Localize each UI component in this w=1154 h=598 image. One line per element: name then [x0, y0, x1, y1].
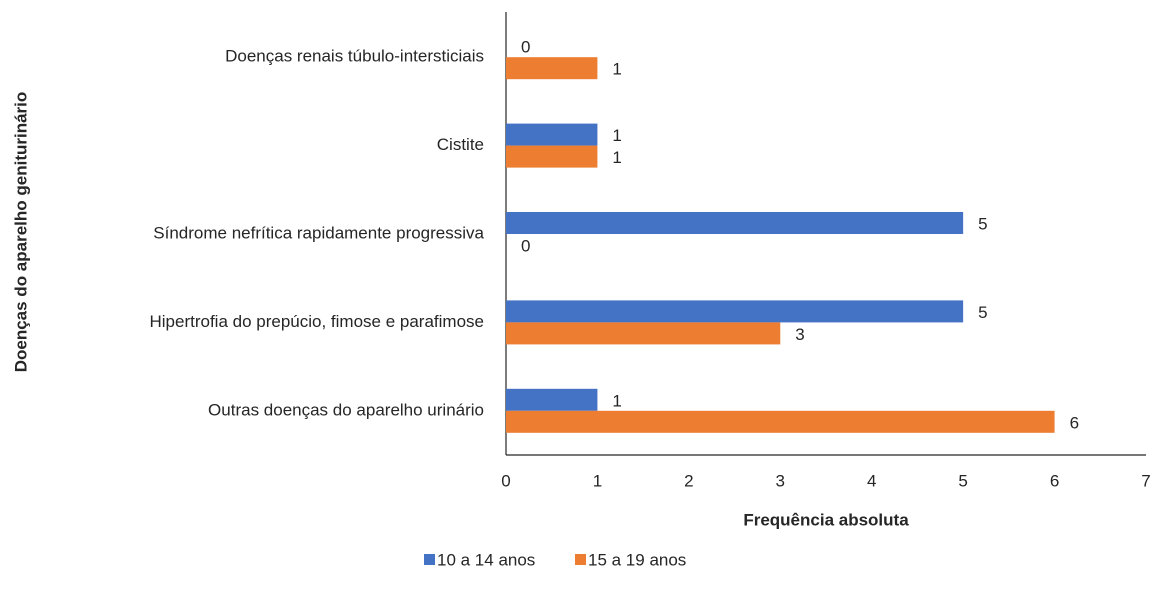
y-axis-label: Doenças do aparelho geniturinário	[11, 92, 30, 373]
data-label: 1	[612, 391, 621, 410]
data-label: 0	[521, 236, 530, 255]
x-axis-label: Frequência absoluta	[743, 510, 909, 529]
x-tick-label: 2	[684, 471, 693, 490]
x-tick-label: 7	[1141, 471, 1150, 490]
bar	[506, 388, 598, 411]
bar	[506, 300, 964, 323]
legend-label: 10 a 14 anos	[437, 550, 535, 569]
y-tick-label: Outras doenças do aparelho urinário	[208, 400, 484, 419]
legend-label: 15 a 19 anos	[588, 550, 686, 569]
y-tick-label: Doenças renais túbulo-intersticiais	[225, 47, 484, 66]
legend-swatch	[575, 554, 586, 565]
x-tick-label: 3	[776, 471, 785, 490]
y-tick-label: Cistite	[437, 135, 484, 154]
bar	[506, 322, 781, 345]
data-label: 3	[795, 325, 804, 344]
legend-swatch	[424, 554, 435, 565]
x-tick-label: 0	[501, 471, 510, 490]
data-label: 6	[1070, 413, 1079, 432]
data-label: 1	[612, 60, 621, 79]
y-tick-label: Hipertrofia do prepúcio, fimose e parafi…	[150, 312, 485, 331]
bar	[506, 123, 598, 146]
bar	[506, 145, 598, 168]
y-tick-label: Síndrome nefrítica rapidamente progressi…	[153, 223, 484, 242]
x-tick-label: 4	[867, 471, 876, 490]
data-label: 1	[612, 148, 621, 167]
x-tick-label: 1	[593, 471, 602, 490]
data-label: 1	[612, 126, 621, 145]
x-tick-label: 6	[1050, 471, 1059, 490]
data-label: 5	[978, 303, 987, 322]
bar	[506, 410, 1055, 433]
x-tick-label: 5	[958, 471, 967, 490]
data-label: 5	[978, 214, 987, 233]
bar	[506, 57, 598, 80]
bar	[506, 212, 964, 234]
data-label: 0	[521, 38, 530, 57]
